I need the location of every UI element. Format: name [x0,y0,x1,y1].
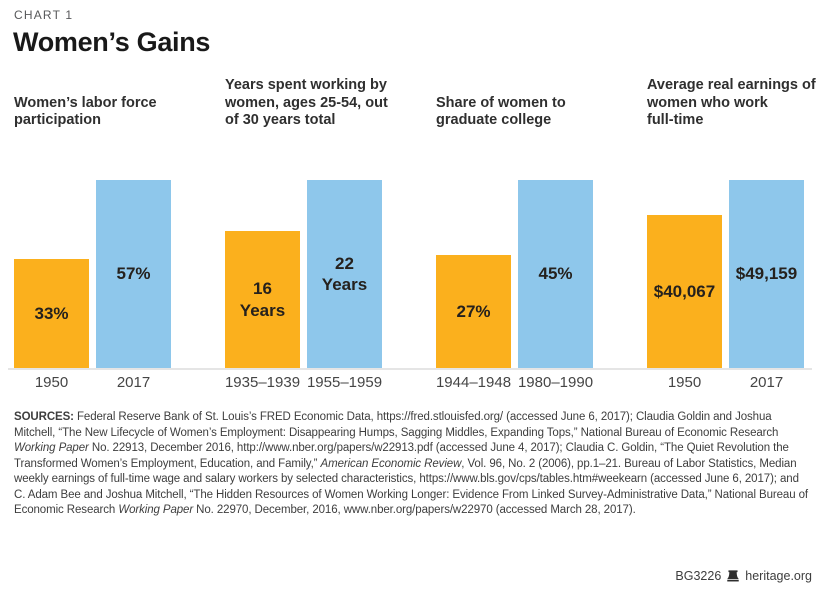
chart-panel-1: Women’s labor force participation 33% 1950… [14,0,171,595]
panel-title: Years spent working by women, ages 25-54… [225,76,388,129]
bar-1955–1959: 22 Years [307,180,382,368]
report-id: BG3226 [675,569,722,583]
chart-title: Women’s Gains [13,27,211,57]
sources-segment: Working Paper [118,504,194,516]
category-label: 1935–1939 [224,374,301,391]
sources-note: SOURCES: Federal Reserve Bank of St. Lou… [14,410,809,519]
sources-segment: No. 22970, December, 2016, www.nber.org/… [193,504,636,516]
panel-title: Average real earnings of women who work … [647,76,816,129]
bar-1950: 33% [14,259,89,368]
heritage-bell-logo-icon [727,570,740,582]
footer-site: heritage.org [745,569,812,583]
sources-segment: Working Paper [14,442,89,454]
category-label: 1955–1959 [306,374,383,391]
chart-panel-4: Average real earnings of women who work … [647,0,816,595]
bar-2017: $49,159 [729,180,804,368]
category-label: 1944–1948 [435,374,512,391]
bar-value-label: 22 Years [321,253,368,294]
sources-segment: American Economic Review [320,457,462,470]
bar-1980–1990: 45% [518,180,593,368]
bar-2017: 57% [96,180,171,368]
bar-value-label: 45% [538,264,573,284]
sources-segment: Federal Reserve Bank of St. Louis’s FRED… [14,411,779,439]
bar-1944–1948: 27% [436,255,511,368]
bar-value-label: $40,067 [653,281,716,301]
bar-value-label: 16 Years [239,279,286,320]
bar-value-label: 27% [456,301,491,321]
category-label: 1950 [667,374,702,391]
bar-value-label: $49,159 [735,264,798,284]
footer: BG3226 heritage.org [675,569,812,583]
sources-segment: , Vol. 96, No. 2 (2006), pp.1–21. Bureau… [14,457,808,517]
chart-panel-3: Share of women to graduate college 27% 194… [436,0,593,595]
panel-title: Women’s labor force participation [14,94,157,129]
chart-baseline [8,368,812,370]
category-label: 1980–1990 [517,374,594,391]
bar-1950: $40,067 [647,215,722,368]
bar-1935–1939: 16 Years [225,231,300,368]
category-label: 2017 [749,374,784,391]
panel-title: Share of women to graduate college [436,94,566,129]
sources-segment: SOURCES: [14,411,77,423]
category-label: 2017 [116,374,151,391]
chart-number-label: CHART 1 [14,8,74,22]
chart-panel-2: Years spent working by women, ages 25-54… [225,0,388,595]
bar-value-label: 33% [34,303,69,323]
category-label: 1950 [34,374,69,391]
bar-value-label: 57% [116,264,151,284]
sources-segment: No. 22913, December 2016, http://www.nbe… [14,442,789,470]
